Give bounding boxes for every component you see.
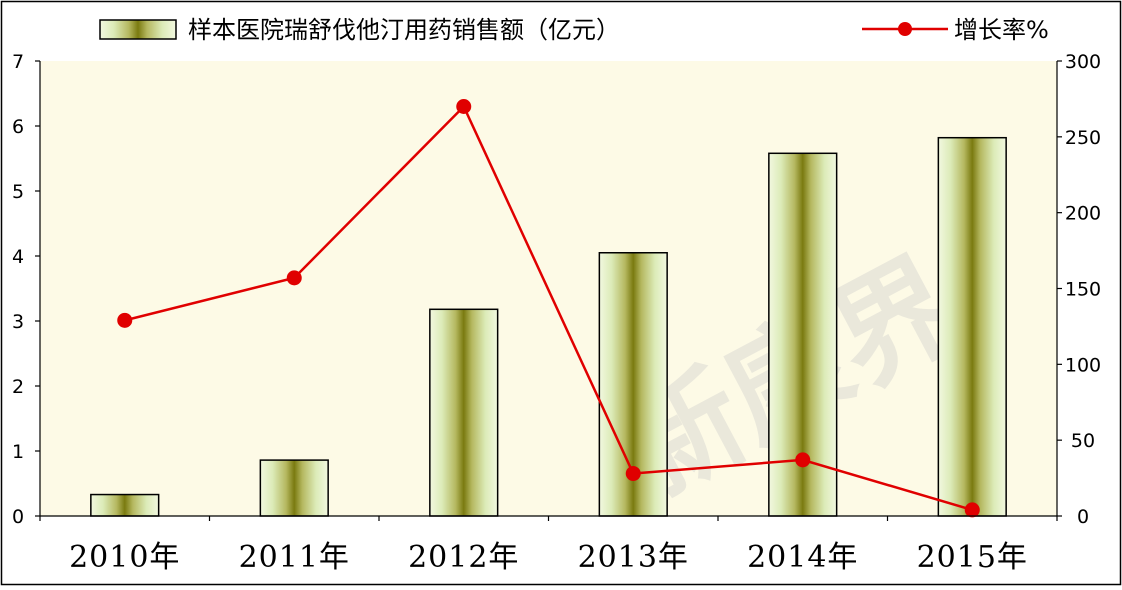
legend-item-bar: 样本医院瑞舒伐他汀用药销售额（亿元） [99,16,620,44]
legend-line-label: 增长率% [954,16,1049,44]
left-y-axis-ticks: 0 1 2 3 4 5 6 7 [12,51,40,528]
x-tick-label: 2012年 [408,540,519,575]
bar-2015年 [937,136,1007,517]
legend-item-line: 增长率% [862,16,1049,44]
growth-point-2011年 [286,270,302,286]
legend-bar-label: 样本医院瑞舒伐他汀用药销售额（亿元） [188,16,620,44]
growth-rate-line [124,104,973,512]
right-tick-label: 100 [1065,354,1101,376]
line-layer [117,99,980,518]
left-tick-label: 1 [12,441,24,463]
x-tick-label: 2014年 [747,540,858,575]
left-tick-label: 3 [12,311,24,333]
x-tick-label: 2011年 [239,540,350,575]
right-tick-label: 300 [1065,51,1101,73]
bar-2010年 [90,493,160,517]
bars-layer [90,136,1007,517]
legend: 样本医院瑞舒伐他汀用药销售额（亿元） 增长率% [99,16,1049,44]
x-tick-label: 2013年 [578,540,689,575]
bar-2011年 [259,459,329,517]
bar-2012年 [429,308,499,517]
growth-point-2010年 [117,312,133,328]
legend-bar-swatch [99,19,177,40]
right-tick-label: 150 [1065,279,1101,301]
x-tick-label: 2010年 [69,540,180,575]
legend-line-marker [898,22,912,36]
right-tick-label: 200 [1065,203,1101,225]
left-tick-label: 0 [12,506,24,528]
right-tick-label: 50 [1071,430,1095,452]
left-tick-label: 2 [12,376,24,398]
growth-point-2013年 [625,466,641,482]
x-axis-ticks: 2010年 2011年 2012年 2013年 2014年 2015年 [39,516,1058,575]
right-tick-label: 250 [1065,127,1101,149]
left-tick-label: 6 [12,116,24,138]
right-y-axis-ticks: 0 50 100 150 200 250 300 [1057,51,1101,528]
left-tick-label: 5 [12,181,24,203]
growth-point-2014年 [795,452,811,468]
left-tick-label: 7 [12,51,24,73]
right-tick-label: 0 [1077,506,1089,528]
x-tick-label: 2015年 [917,540,1028,575]
left-tick-label: 4 [12,246,24,268]
growth-point-2012年 [456,99,472,114]
growth-point-2015年 [964,502,980,518]
